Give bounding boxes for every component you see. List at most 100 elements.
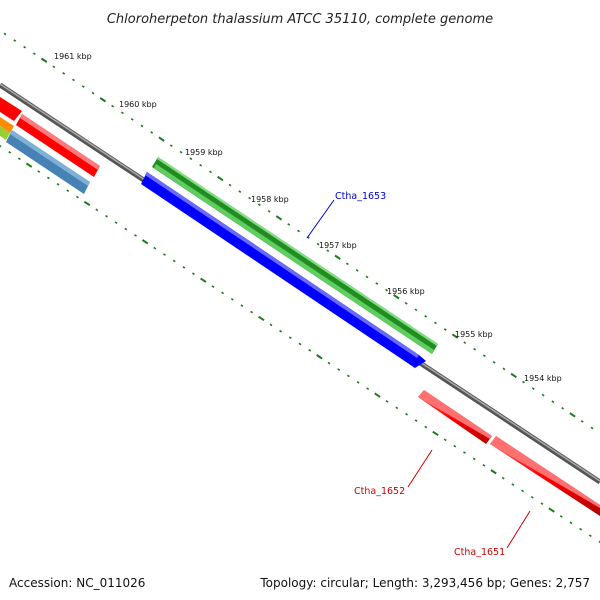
scale-tick bbox=[13, 39, 17, 42]
scale-tick bbox=[316, 242, 320, 246]
scale-tick bbox=[150, 131, 154, 134]
scale-label: 1961 kbp bbox=[54, 52, 92, 61]
scale-tick bbox=[279, 329, 283, 333]
scale-tick bbox=[134, 234, 137, 237]
scale-tick bbox=[105, 214, 108, 218]
scale-tick bbox=[288, 336, 292, 339]
scale-tick bbox=[169, 144, 173, 147]
scale-tick bbox=[472, 457, 476, 461]
scale-tick bbox=[451, 333, 459, 339]
scale-tick bbox=[510, 372, 517, 379]
scale-tick bbox=[81, 85, 85, 88]
scale-tick bbox=[32, 52, 36, 56]
scale-tick bbox=[541, 393, 545, 397]
scale-tick bbox=[346, 374, 350, 378]
scale-tick bbox=[521, 489, 525, 493]
scale-tick bbox=[334, 254, 341, 260]
scale-tick bbox=[522, 380, 525, 384]
scale-label: 1956 kbp bbox=[387, 287, 425, 296]
scale-tick bbox=[124, 227, 128, 231]
scale-tick bbox=[588, 534, 592, 537]
gene-label-ctha-1653[interactable]: Ctha_1653 bbox=[335, 191, 386, 202]
gene-callouts: Ctha_1653 Ctha_1652 Ctha_1651 bbox=[306, 191, 531, 558]
scale-tick bbox=[66, 189, 70, 193]
scale-tick bbox=[405, 412, 408, 416]
scale-tick bbox=[326, 249, 330, 253]
scale-tick bbox=[530, 495, 534, 499]
scale-tick bbox=[540, 502, 544, 505]
scale-tick bbox=[463, 341, 467, 344]
scale-tick bbox=[473, 347, 477, 351]
scale-tick bbox=[91, 91, 95, 95]
scale-tick bbox=[492, 361, 496, 364]
scale-tick bbox=[209, 170, 212, 174]
scale-tick bbox=[580, 420, 584, 423]
scale-tick bbox=[548, 507, 555, 513]
scale-tick bbox=[182, 266, 186, 269]
scale-tick bbox=[424, 425, 428, 429]
map-title: Chloroherpeton thalassium ATCC 35110, co… bbox=[107, 12, 493, 27]
scale-tick bbox=[140, 124, 144, 128]
accession-text: Accession: NC_011026 bbox=[9, 576, 146, 590]
scale-tick bbox=[316, 354, 323, 360]
scale-tick bbox=[257, 203, 261, 207]
scale-tick bbox=[511, 483, 515, 486]
scale-tick bbox=[83, 200, 91, 207]
scale-tick bbox=[308, 349, 312, 352]
scale-label: 1960 kbp bbox=[119, 100, 157, 109]
scale-tick bbox=[482, 464, 486, 467]
gene-block-left-multicolor[interactable] bbox=[0, 117, 90, 194]
scale-tick bbox=[337, 368, 341, 371]
scale-tick bbox=[111, 104, 115, 108]
scale-tick bbox=[561, 406, 565, 410]
scale-tick bbox=[199, 164, 203, 167]
scale-tick bbox=[275, 215, 283, 221]
scale-tick bbox=[366, 387, 370, 391]
gene-ctha-1651[interactable] bbox=[490, 436, 600, 516]
scale-label: 1959 kbp bbox=[185, 148, 223, 157]
scale-tick bbox=[163, 253, 166, 256]
scale-tick bbox=[365, 275, 369, 279]
scale-tick bbox=[297, 229, 300, 233]
scale-tick bbox=[189, 157, 193, 161]
scale-tick bbox=[130, 118, 134, 121]
scale-tick bbox=[404, 301, 408, 305]
scale-tick bbox=[287, 223, 291, 226]
scale-tick bbox=[502, 367, 506, 371]
scale-label: 1957 kbp bbox=[319, 241, 357, 250]
scale-tick bbox=[72, 78, 75, 82]
scale-tick bbox=[240, 304, 244, 307]
scale-tick bbox=[434, 321, 437, 325]
scale-tick bbox=[95, 208, 99, 212]
scale-tick bbox=[192, 272, 195, 276]
scale-tick bbox=[228, 183, 232, 187]
scale-tick bbox=[153, 246, 157, 250]
scale-tick bbox=[269, 323, 273, 327]
scale-tick bbox=[414, 419, 418, 422]
scale-tick bbox=[482, 354, 486, 358]
gene-green-track[interactable] bbox=[152, 157, 438, 354]
gene-label-ctha-1652[interactable]: Ctha_1652 bbox=[354, 486, 405, 497]
scale-tick bbox=[385, 400, 389, 403]
scale-tick bbox=[120, 111, 124, 115]
scale-tick bbox=[40, 57, 48, 63]
scale-tick bbox=[432, 430, 439, 437]
scale-tick bbox=[25, 162, 33, 168]
scale-tick bbox=[99, 97, 107, 103]
scale-tick bbox=[217, 175, 224, 182]
scale-tick bbox=[490, 469, 497, 475]
scale-tick bbox=[200, 277, 207, 283]
scale-tick bbox=[3, 32, 7, 36]
scale-tick bbox=[443, 328, 447, 331]
scale-tick bbox=[374, 392, 381, 398]
gene-ctha-1653[interactable] bbox=[141, 172, 426, 368]
gene-block-upper-left[interactable] bbox=[0, 97, 100, 177]
gene-ctha-1652[interactable] bbox=[418, 390, 492, 444]
gene-label-ctha-1651[interactable]: Ctha_1651 bbox=[454, 547, 505, 558]
scale-tick bbox=[393, 294, 400, 300]
scale-tick bbox=[559, 515, 563, 518]
scale-tick bbox=[248, 196, 252, 200]
scale-tick bbox=[211, 285, 215, 288]
scale-tick bbox=[250, 310, 254, 314]
scale-tick bbox=[23, 45, 27, 49]
